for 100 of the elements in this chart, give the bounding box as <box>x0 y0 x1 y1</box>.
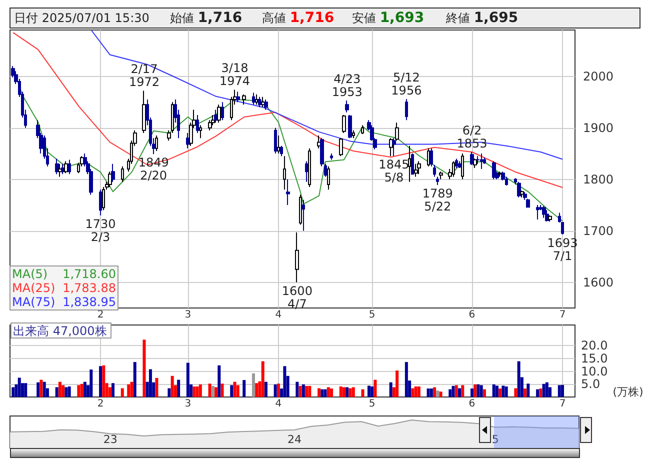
candlestick <box>221 102 224 121</box>
bar <box>192 386 196 397</box>
candlestick <box>330 153 333 160</box>
candlestick <box>458 160 461 168</box>
bar <box>296 382 299 397</box>
bar <box>539 388 542 397</box>
candlestick <box>545 210 549 222</box>
bar <box>339 386 342 397</box>
bar <box>12 387 15 397</box>
y-tick-label: 20.0 <box>581 338 608 353</box>
bar <box>474 384 477 397</box>
bar <box>108 387 112 397</box>
bar <box>461 385 464 397</box>
bar <box>430 388 433 397</box>
bar <box>404 362 408 397</box>
bar <box>236 385 240 397</box>
candlestick <box>199 124 202 139</box>
bar <box>492 384 496 397</box>
bar <box>211 386 214 397</box>
bar <box>276 384 280 397</box>
bar <box>298 386 302 397</box>
bar <box>426 388 430 397</box>
candlestick <box>439 171 443 180</box>
candlestick <box>274 127 277 154</box>
y-tick-label: 2000 <box>583 69 614 84</box>
bar <box>348 388 352 397</box>
bar <box>396 370 399 397</box>
bar <box>320 389 324 397</box>
candlestick <box>217 104 221 124</box>
x-tick-label: 23 <box>103 433 118 446</box>
candlestick <box>242 94 246 106</box>
annotation: 1845 5/8 <box>378 158 410 185</box>
bar <box>470 388 474 397</box>
x-tick-label: 5 <box>368 398 376 410</box>
candlestick <box>339 138 343 157</box>
candlestick <box>108 171 112 188</box>
candlestick <box>348 114 352 139</box>
text: 日付 2025/07/01 15:30 <box>14 11 150 25</box>
candlestick <box>302 199 305 232</box>
candlestick <box>61 163 65 175</box>
x-tick-label: 6 <box>468 398 476 410</box>
candlestick <box>417 160 421 175</box>
bar <box>80 384 84 397</box>
bar <box>198 384 202 397</box>
bar <box>448 389 452 397</box>
bar <box>433 387 436 397</box>
candlestick <box>427 148 430 167</box>
candlestick <box>542 206 546 218</box>
candlestick <box>264 99 268 110</box>
bar <box>55 387 58 397</box>
candlestick <box>283 156 286 190</box>
bar <box>255 383 258 397</box>
text: MA(5) <box>12 267 48 281</box>
y-tick-label: 1700 <box>583 224 614 238</box>
bar <box>36 382 40 397</box>
candlestick <box>155 135 158 152</box>
candlestick <box>498 171 502 178</box>
bar <box>261 361 264 397</box>
y-tick-label: 5.0 <box>581 377 600 392</box>
bar <box>361 389 364 397</box>
x-tick-label: 7 <box>559 398 566 410</box>
bar <box>233 382 236 397</box>
bar <box>112 383 115 397</box>
y-tick-label: 1600 <box>583 275 614 290</box>
bar <box>220 384 224 397</box>
bar <box>120 388 124 397</box>
candlestick <box>99 189 102 216</box>
bar <box>42 382 46 397</box>
bar <box>242 380 246 397</box>
candlestick <box>305 160 308 182</box>
bar <box>370 386 374 397</box>
bar <box>545 382 548 397</box>
candlestick <box>58 163 62 178</box>
bar <box>454 385 458 397</box>
x-tick-label: 3 <box>184 398 192 410</box>
candlestick <box>452 160 455 178</box>
candlestick <box>64 160 68 174</box>
annotation: 1600 4/7 <box>282 284 312 311</box>
candlestick <box>492 160 496 180</box>
candlestick <box>196 114 199 134</box>
bar <box>526 384 530 397</box>
bar <box>90 369 93 397</box>
candlestick <box>433 164 436 178</box>
bar <box>318 388 321 397</box>
y-tick-label: 1800 <box>583 172 614 186</box>
y-tick-label: 15.0 <box>581 351 608 366</box>
bar <box>389 382 392 397</box>
bar <box>18 378 21 397</box>
candlestick <box>186 132 190 149</box>
bar <box>524 388 527 397</box>
bar <box>102 365 106 397</box>
bar <box>367 386 370 397</box>
bar <box>476 384 480 397</box>
bar <box>40 380 43 397</box>
x-tick-label: 24 <box>288 433 302 446</box>
text: MA(75) <box>12 295 56 309</box>
candlestick <box>299 194 302 226</box>
bar <box>58 382 62 397</box>
bar <box>436 390 440 397</box>
bar <box>324 389 327 397</box>
